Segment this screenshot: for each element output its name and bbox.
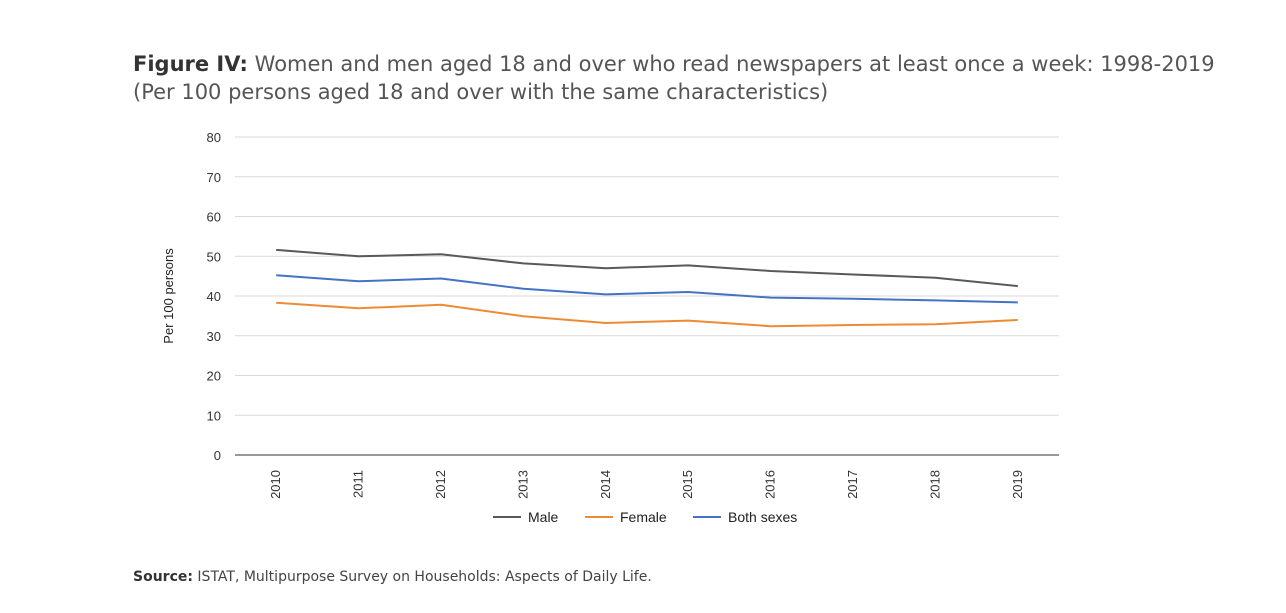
x-tick-label: 2016 — [763, 470, 778, 499]
source-note: Source: ISTAT, Multipurpose Survey on Ho… — [133, 569, 652, 585]
x-tick-label: 2018 — [927, 470, 942, 499]
y-tick-label: 50 — [207, 249, 221, 264]
series-line-both-sexes — [276, 274, 1018, 304]
y-tick-label: 80 — [207, 130, 221, 145]
y-tick-label: 70 — [207, 170, 221, 185]
x-tick-label: 2019 — [1010, 470, 1025, 499]
y-tick-label: 60 — [207, 210, 221, 225]
source-label: Source: — [133, 569, 193, 585]
y-axis-title: Per 100 persons — [161, 248, 176, 344]
x-axis-ticks: 2010 2011 2012 2013 2014 2015 2016 2017 2018 2019 — [268, 470, 1025, 499]
figure-title-text: Women and men aged 18 and over who read … — [254, 52, 1215, 76]
x-tick-label: 2017 — [845, 470, 860, 499]
figure-subtitle: (Per 100 persons aged 18 and over with t… — [133, 80, 829, 104]
y-tick-label: 0 — [214, 448, 221, 463]
y-axis-ticks: 0 10 20 30 40 50 60 70 80 — [207, 130, 221, 463]
x-tick-label: 2010 — [268, 470, 283, 499]
series-line-female — [276, 301, 1018, 328]
legend-label: Female — [620, 509, 667, 525]
legend-label: Both sexes — [728, 509, 797, 525]
x-tick-label: 2011 — [351, 470, 366, 498]
y-tick-label: 10 — [207, 408, 221, 423]
x-tick-label: 2012 — [433, 470, 448, 499]
figure-label: Figure IV: — [133, 52, 248, 76]
figure-title: Figure IV: Women and men aged 18 and ove… — [133, 50, 1233, 106]
x-tick-label: 2015 — [680, 470, 695, 499]
y-tick-label: 40 — [207, 289, 221, 304]
series-line-male — [276, 248, 1018, 288]
y-tick-label: 20 — [207, 369, 221, 384]
x-tick-label: 2013 — [515, 470, 530, 499]
x-tick-label: 2014 — [598, 470, 613, 499]
y-tick-label: 30 — [207, 329, 221, 344]
grid-lines — [235, 136, 1059, 456]
source-text: ISTAT, Multipurpose Survey on Households… — [197, 569, 652, 585]
legend: Male Female Both sexes — [493, 509, 797, 525]
legend-label: Male — [528, 509, 559, 525]
series-lines — [276, 248, 1018, 328]
